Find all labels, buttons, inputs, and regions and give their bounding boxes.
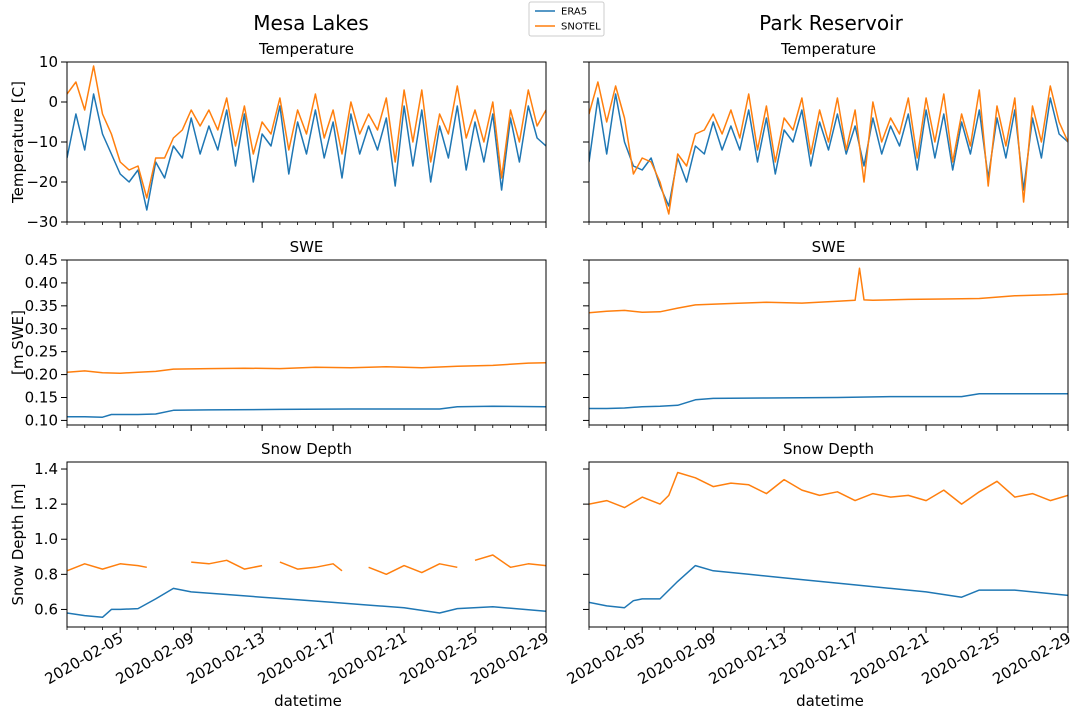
- series-line-snotel: [589, 81, 1068, 215]
- axes-frame: [66, 259, 547, 426]
- series-line-snotel: [67, 554, 546, 576]
- series-line-era5: [67, 587, 546, 619]
- x-tick-label: 2020-02-05: [42, 629, 127, 688]
- panel-1: Temperature −30 −20 −10 0 10 Temperature [C]: [9, 40, 547, 231]
- y-tick-label: −30: [26, 213, 58, 231]
- y-tick-label: −10: [26, 133, 58, 151]
- y-tick-label: 0.15: [25, 389, 58, 407]
- axes-frame: [66, 61, 547, 223]
- y-tick-label: 0.25: [25, 343, 58, 361]
- x-tick-label: 2020-02-13: [706, 629, 791, 688]
- y-tick-label: 10: [39, 53, 58, 71]
- series-line-snotel: [589, 471, 1068, 509]
- panel-2: Temperature: [583, 40, 1069, 228]
- y-tick-label: 1.2: [34, 495, 58, 513]
- y-tick-label: 0.6: [34, 600, 58, 618]
- panel-4: SWE: [583, 238, 1069, 431]
- y-tick-label: 0: [48, 93, 58, 111]
- column-title-mesa-lakes: Mesa Lakes: [253, 11, 369, 35]
- series-line-era5: [589, 564, 1068, 609]
- y-tick-label: −20: [26, 173, 58, 191]
- y-tick-label: 0.40: [25, 274, 58, 292]
- series-line-era5: [67, 405, 546, 418]
- x-tick-label: 2020-02-09: [635, 629, 720, 688]
- x-tick-label: 2020-02-21: [848, 629, 933, 688]
- x-tick-label: 2020-02-29: [989, 629, 1074, 688]
- y-tick-label: 0.30: [25, 320, 58, 338]
- y-tick-label: 0.45: [25, 251, 58, 269]
- x-tick-label: 2020-02-25: [919, 629, 1004, 688]
- series-line-era5: [67, 93, 546, 211]
- axes-frame: [588, 61, 1069, 223]
- x-tick-label: 2020-02-17: [777, 629, 862, 688]
- y-tick-label: 0.8: [34, 565, 58, 583]
- y-axis-label: Snow Depth [m]: [9, 483, 27, 605]
- series-line-snotel: [589, 267, 1068, 314]
- y-tick-label: 0.20: [25, 366, 58, 384]
- x-axis-label-left: datetime: [274, 692, 342, 710]
- x-tick-label: 2020-02-13: [184, 629, 269, 688]
- panel-6: Snow Depth 2020-02-052020-02-092020-02-13…: [564, 440, 1074, 688]
- legend-label-era5: ERA5: [561, 7, 587, 18]
- y-tick-label: 1.4: [34, 460, 58, 478]
- series-line-snotel: [67, 65, 546, 199]
- x-tick-label: 2020-02-05: [564, 629, 649, 688]
- legend-label-snotel: SNOTEL: [561, 22, 601, 33]
- y-tick-label: 0.10: [25, 411, 58, 429]
- y-tick-label: 0.35: [25, 297, 58, 315]
- panel-3: SWE 0.10 0.15 0.20 0.25 0.30 0.35 0.40 0.45 [m SW…: [9, 238, 547, 431]
- series-line-era5: [589, 393, 1068, 410]
- panel-title: Temperature: [258, 40, 354, 58]
- series-line-snotel: [67, 361, 546, 374]
- panel-title: Temperature: [780, 40, 876, 58]
- panel-5: Snow Depth 2020-02-052020-02-092020-02-13…: [9, 440, 552, 688]
- panel-title: SWE: [290, 238, 324, 256]
- panel-title: SWE: [812, 238, 846, 256]
- legend: ERA5 SNOTEL: [528, 1, 605, 37]
- y-axis-label: [m SWE]: [9, 310, 27, 375]
- column-title-park-reservoir: Park Reservoir: [759, 11, 903, 35]
- x-tick-label: 2020-02-29: [467, 629, 552, 688]
- axes-frame: [66, 461, 547, 628]
- axes-frame: [588, 259, 1069, 426]
- x-tick-label: 2020-02-09: [113, 629, 198, 688]
- x-tick-label: 2020-02-21: [326, 629, 411, 688]
- y-tick-label: 1.0: [34, 530, 58, 548]
- x-tick-label: 2020-02-17: [255, 629, 340, 688]
- x-axis-label-right: datetime: [796, 692, 864, 710]
- panel-title: Snow Depth: [783, 440, 874, 458]
- axes-frame: [588, 461, 1069, 628]
- panel-title: Snow Depth: [261, 440, 352, 458]
- y-axis-label: Temperature [C]: [9, 81, 27, 204]
- x-tick-label: 2020-02-25: [397, 629, 482, 688]
